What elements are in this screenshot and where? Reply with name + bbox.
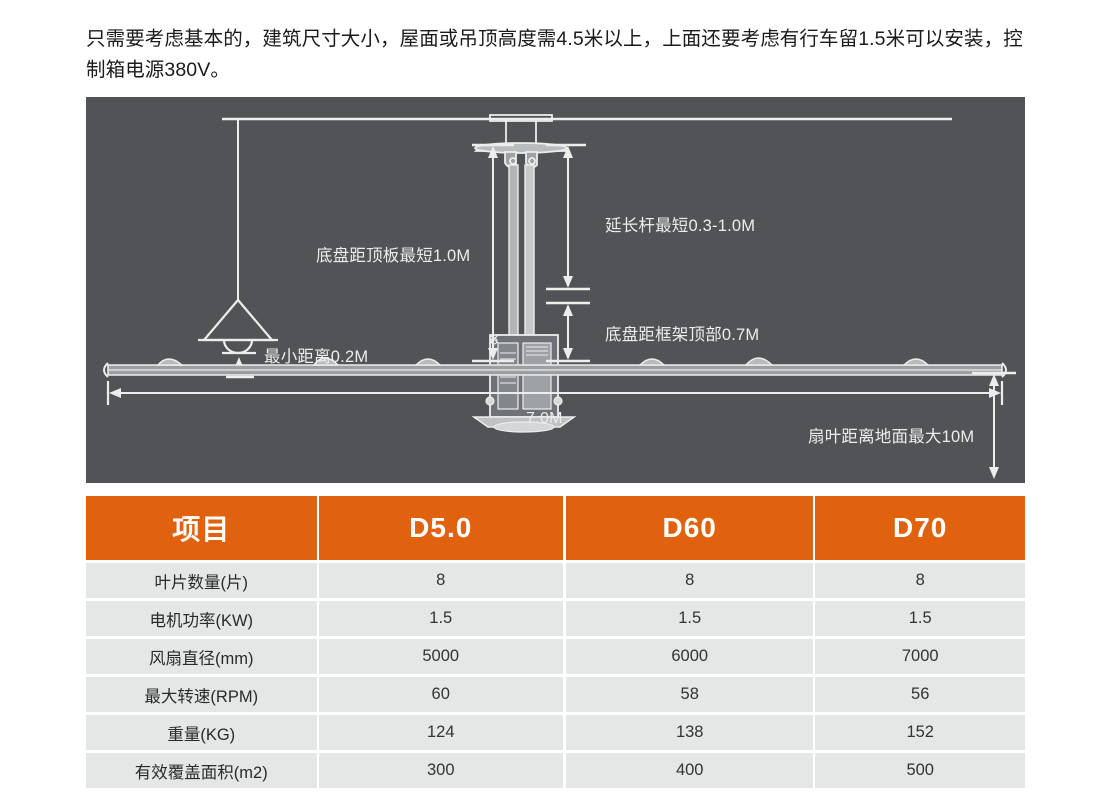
extension-rod: [508, 164, 535, 338]
dimension-chassis-to-frame-top: [546, 301, 590, 363]
dimension-fan-width: [106, 381, 1004, 405]
dimension-blade-to-ground: [972, 371, 1016, 479]
label-chassis-to-frame-top: 底盘距框架顶部0.7M: [605, 326, 760, 344]
label-min-distance: 最小距离0.2M: [264, 348, 369, 366]
row-value: 60: [318, 677, 563, 712]
row-label: 叶片数量(片): [86, 563, 317, 598]
table-row: 风扇直径(mm) 5000 6000 7000: [86, 639, 1025, 674]
table-header-d70: D70: [815, 496, 1025, 560]
row-value: 8: [318, 563, 563, 598]
table-row: 电机功率(KW) 1.5 1.5 1.5: [86, 601, 1025, 636]
spec-table: 项目 D5.0 D60 D70 叶片数量(片) 8 8 8 电机功率(KW) 1…: [86, 496, 1025, 788]
table-header-row: 项目 D5.0 D60 D70: [86, 496, 1025, 560]
diagram-drawing: [103, 114, 1016, 479]
table-header-d60: D60: [565, 496, 814, 560]
intro-paragraph: 只需要考虑基本的，建筑尺寸大小，屋面或吊顶高度需4.5米以上，上面还要考虑有行车…: [86, 28, 1023, 81]
dimension-extension-rod: [546, 143, 590, 291]
row-value: 1.5: [318, 601, 563, 636]
row-label: 有效覆盖面积(m2): [86, 753, 317, 788]
table-header-d50: D5.0: [318, 496, 563, 560]
label-chassis-to-ceiling: 底盘距顶板最短1.0M: [316, 247, 471, 265]
ceiling-mount-bracket: [473, 114, 569, 169]
row-label: 风扇直径(mm): [86, 639, 317, 674]
row-value: 152: [815, 715, 1025, 750]
label-blade-to-ground: 扇叶距离地面最大10M: [808, 428, 975, 446]
table-row: 叶片数量(片) 8 8 8: [86, 563, 1025, 598]
row-value: 400: [565, 753, 814, 788]
row-value: 56: [815, 677, 1025, 712]
row-value: 1.5: [565, 601, 814, 636]
row-value: 300: [318, 753, 563, 788]
fan-blade-assembly: [103, 357, 1007, 378]
row-value: 8: [815, 563, 1025, 598]
row-value: 5000: [318, 639, 563, 674]
row-label: 最大转速(RPM): [86, 677, 317, 712]
row-label: 重量(KG): [86, 715, 317, 750]
table-row: 最大转速(RPM) 60 58 56: [86, 677, 1025, 712]
motor-housing: [471, 334, 577, 433]
installation-diagram: 底盘距顶板最短1.0M 延长杆最短0.3-1.0M 底盘距框架顶部0.7M 最小…: [86, 97, 1025, 483]
row-value: 8: [565, 563, 814, 598]
row-value: 124: [318, 715, 563, 750]
row-value: 7000: [815, 639, 1025, 674]
table-body: 叶片数量(片) 8 8 8 电机功率(KW) 1.5 1.5 1.5 风扇直径(…: [86, 563, 1025, 788]
row-value: 138: [565, 715, 814, 750]
dimension-chassis-to-ceiling: [472, 143, 514, 363]
label-extension-rod: 延长杆最短0.3-1.0M: [605, 217, 756, 235]
row-value: 6000: [565, 639, 814, 674]
table-row: 有效覆盖面积(m2) 300 400 500: [86, 753, 1025, 788]
table-header-item: 项目: [86, 496, 317, 560]
row-value: 500: [815, 753, 1025, 788]
row-value: 1.5: [815, 601, 1025, 636]
row-label: 电机功率(KW): [86, 601, 317, 636]
label-fan-width: 7.0M: [526, 410, 563, 427]
table-row: 重量(KG) 124 138 152: [86, 715, 1025, 750]
lamp-fixture: [198, 298, 278, 355]
row-value: 58: [565, 677, 814, 712]
